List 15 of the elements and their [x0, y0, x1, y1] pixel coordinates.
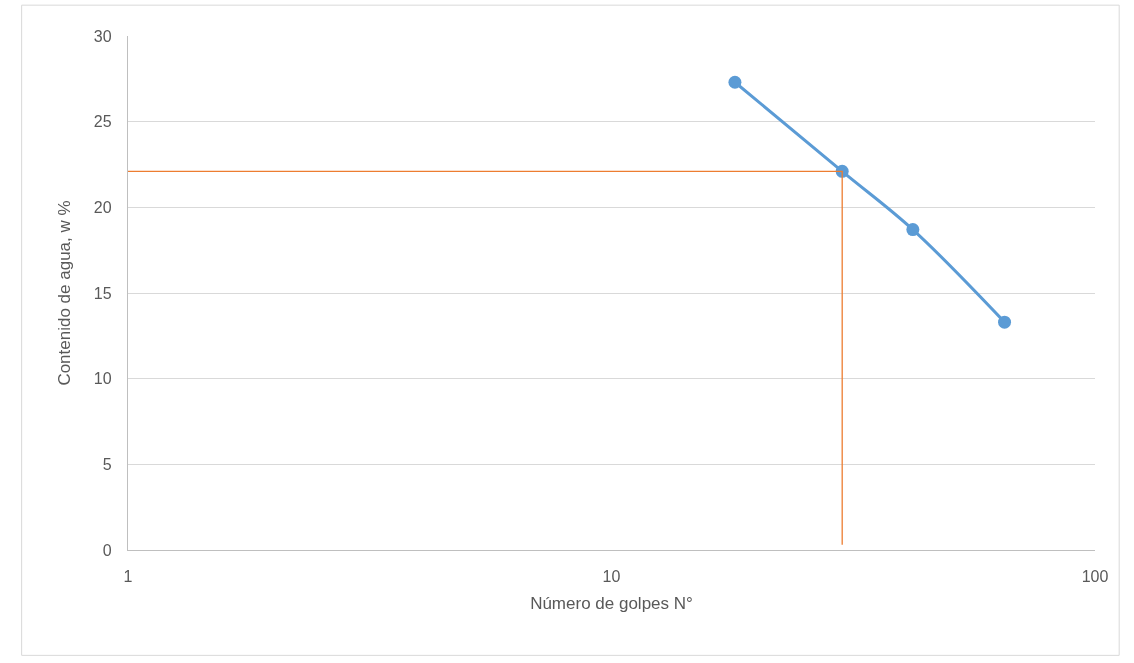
x-tick-label: 1: [123, 568, 133, 586]
y-tick-label: 10: [93, 370, 112, 388]
y-tick-label: 0: [102, 541, 112, 559]
y-tick-label: 30: [93, 27, 112, 45]
point: [906, 223, 920, 237]
y-tick-label: 15: [93, 284, 112, 302]
point: [998, 315, 1012, 329]
point: [728, 75, 742, 89]
x-axis-title: Número de golpes N°: [530, 593, 693, 613]
y-tick-label: 5: [102, 455, 112, 473]
x-tick-label: 100: [1081, 568, 1109, 586]
y-tick-label: 20: [93, 198, 112, 216]
y-axis-title: Contenido de agua, w %: [55, 200, 75, 386]
x-tick-label: 10: [602, 568, 621, 586]
y-tick-label: 25: [93, 113, 112, 131]
